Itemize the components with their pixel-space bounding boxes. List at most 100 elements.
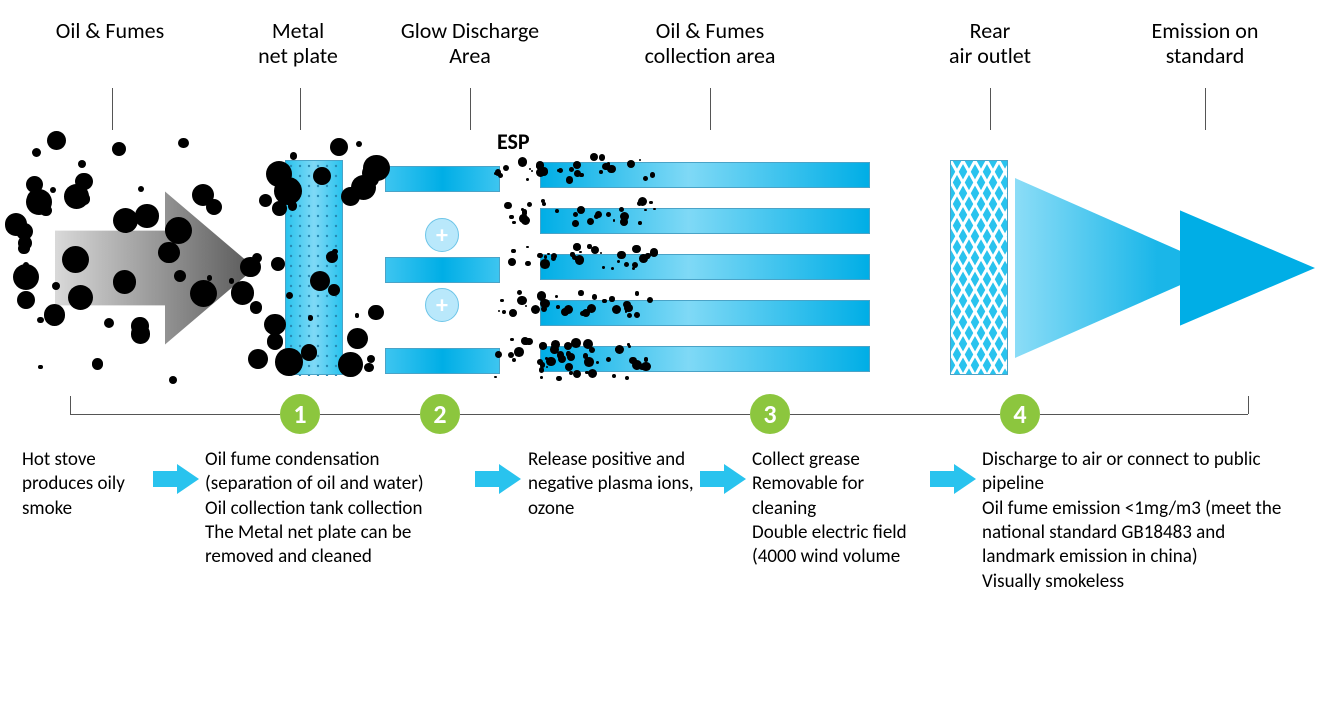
particle (639, 159, 641, 161)
particle (259, 194, 272, 207)
particle (78, 160, 86, 168)
particle (509, 215, 513, 219)
collection-bar-0 (540, 162, 870, 188)
particle (551, 256, 556, 261)
particle (607, 165, 615, 173)
top-label-3: Oil & Fumescollection area (600, 18, 820, 69)
top-tick-0 (112, 88, 113, 130)
flow-arrow-2 (700, 462, 746, 496)
particle (512, 358, 516, 362)
top-tick-4 (990, 88, 991, 130)
particle (602, 299, 607, 304)
particle (583, 339, 593, 349)
particle (613, 219, 616, 222)
plasma-ion-1: + (425, 288, 459, 322)
particle (580, 311, 585, 316)
particle (165, 227, 170, 232)
particle (606, 357, 611, 362)
particle (625, 310, 628, 313)
particle (510, 338, 513, 341)
particle (542, 202, 546, 206)
particle (625, 376, 629, 380)
particle (588, 369, 597, 378)
particle (602, 266, 604, 268)
particle (578, 290, 583, 295)
particle (566, 176, 573, 183)
particle (495, 351, 502, 358)
particle (624, 262, 629, 267)
step-circle-2: 2 (420, 394, 460, 434)
particle (5, 213, 27, 235)
particle (590, 153, 598, 161)
flow-arrow-1 (475, 462, 521, 496)
particle (584, 357, 594, 367)
step-circle-4: 4 (1000, 394, 1040, 434)
particle (504, 202, 512, 210)
particle (609, 296, 614, 301)
particle (527, 202, 532, 207)
glow-bar-1 (385, 257, 500, 283)
particle (566, 351, 572, 357)
particle (539, 367, 545, 373)
particle (38, 365, 43, 370)
top-tick-2 (470, 88, 471, 130)
particle (355, 313, 359, 317)
desc-block-3: Collect grease Removable for cleaningDou… (752, 448, 922, 570)
particle (517, 296, 527, 306)
particle (531, 170, 534, 173)
particle (508, 352, 514, 358)
particle (494, 376, 496, 378)
particle (113, 208, 138, 233)
plasma-ion-0: + (425, 218, 459, 252)
particle (495, 169, 502, 176)
particle (512, 221, 516, 225)
particle (52, 282, 60, 290)
hline-seg-3 (790, 414, 1000, 415)
particle (612, 374, 616, 378)
hline-seg-0 (70, 414, 280, 415)
particle (511, 249, 516, 254)
particle (572, 220, 579, 227)
particle (178, 138, 188, 148)
particle (579, 173, 583, 177)
particle (364, 363, 373, 372)
particle (569, 371, 573, 375)
top-label-2: Glow DischargeArea (370, 18, 570, 69)
particle (627, 313, 632, 318)
particle (571, 338, 581, 348)
particle (79, 193, 91, 205)
esp-label: ESP (497, 128, 530, 155)
particle (27, 190, 44, 207)
particle (579, 251, 582, 254)
particle (47, 131, 66, 150)
particle (606, 212, 611, 217)
particle (573, 212, 578, 217)
particle (555, 209, 559, 213)
process-diagram: ++ (55, 160, 1305, 375)
top-tick-1 (300, 88, 301, 130)
particle (539, 342, 546, 349)
particle (356, 141, 362, 147)
particle (75, 173, 92, 190)
particle (250, 301, 263, 314)
particle (248, 349, 268, 369)
particle (635, 291, 640, 296)
particle (544, 255, 548, 259)
top-label-4: Rearair outlet (920, 18, 1060, 69)
particle (500, 299, 504, 303)
step-circle-3: 3 (750, 394, 790, 434)
particle (517, 290, 522, 295)
particle (546, 366, 548, 368)
desc-block-1: Oil fume condensation (separation of oil… (205, 448, 465, 570)
particle (521, 337, 529, 345)
flow-arrow-0 (153, 462, 199, 496)
particle (37, 317, 43, 323)
particle (113, 270, 136, 293)
particle (131, 324, 151, 344)
particle (231, 281, 255, 305)
particle (32, 148, 41, 157)
step-circle-1: 1 (280, 394, 320, 434)
particle (275, 348, 302, 375)
particle (498, 310, 500, 312)
particle (546, 357, 555, 366)
